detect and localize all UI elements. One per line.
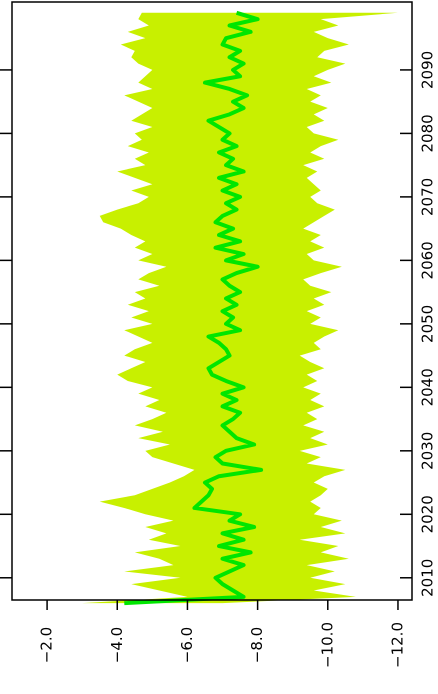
x-tick-label: 2080 [419,114,437,152]
plot-frame [11,1,413,601]
line [124,10,264,606]
x-tick-label: 2090 [419,51,437,89]
band [82,12,398,604]
y-tick-label: −12.0 [388,622,406,668]
y-tick-label: −10.0 [318,622,336,668]
y-tick-label: −2.0 [38,627,56,663]
x-tick-label: 2040 [419,368,437,406]
x-tick-label: 2020 [419,495,437,533]
x-tick-label: 2070 [419,178,437,216]
x-tick-label: 2010 [419,559,437,597]
y-tick-label: −6.0 [178,627,196,663]
x-tick-label: 2060 [419,241,437,279]
x-tick-label: 2050 [419,305,437,343]
x-tick-label: 2030 [419,432,437,470]
y-tick-label: −8.0 [248,627,266,663]
y-tick-label: −4.0 [108,627,126,663]
